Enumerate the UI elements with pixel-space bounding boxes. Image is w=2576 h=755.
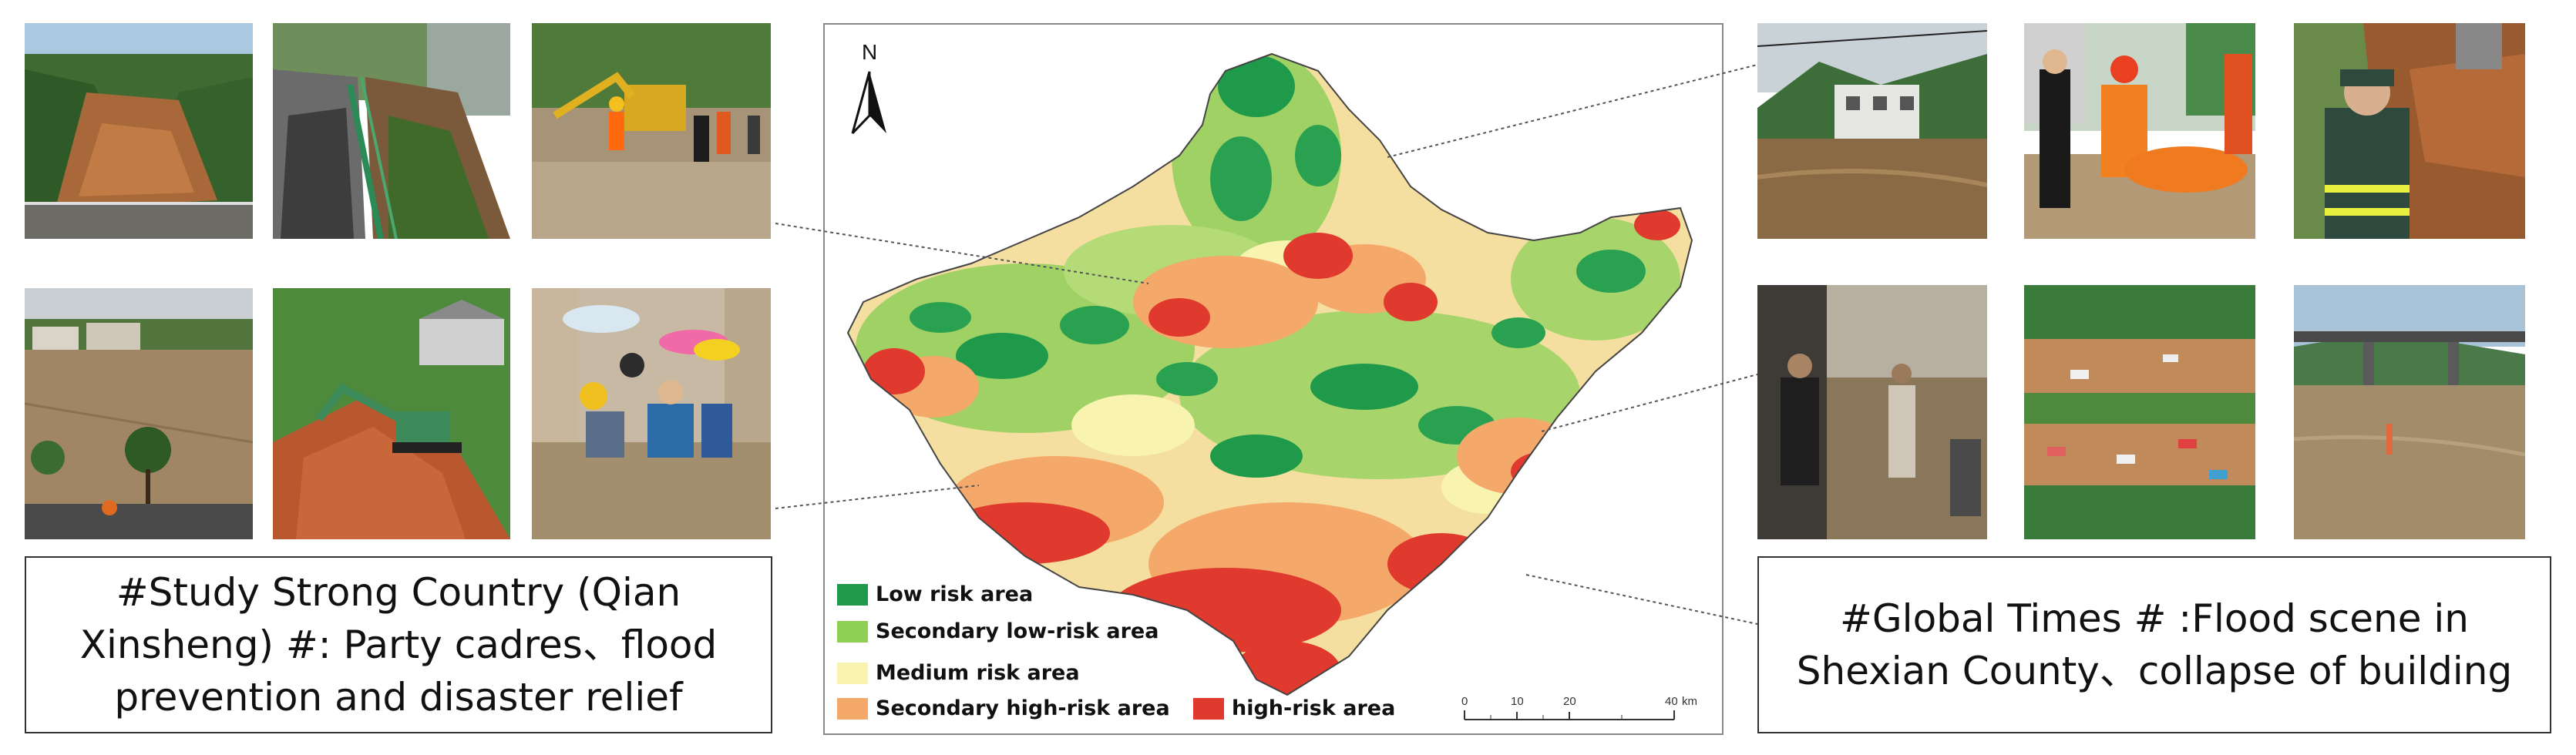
photo-flooded-street-people xyxy=(1757,285,1987,539)
photo-excavator-flood xyxy=(532,23,771,239)
risk-map-panel: N xyxy=(823,23,1723,735)
north-arrow-icon xyxy=(851,71,886,135)
left-caption-text: #Study Strong Country (Qian Xinsheng) #:… xyxy=(79,570,718,720)
legend-swatch-secondary-high xyxy=(837,697,868,720)
photo-flooded-bridge xyxy=(2294,285,2525,539)
scale-tick-20: 20 xyxy=(1563,695,1576,708)
scale-unit: km xyxy=(1682,695,1697,708)
scale-bar xyxy=(1464,710,1675,720)
photo-rescue-wading xyxy=(532,288,771,539)
photo-landslide-road xyxy=(25,23,253,239)
right-caption-box: #Global Times # :Flood scene in Shexian … xyxy=(1757,556,2551,733)
legend-secondary-low-risk: Secondary low-risk area xyxy=(837,619,1159,643)
legend-label-medium: Medium risk area xyxy=(876,661,1080,685)
right-caption-text: #Global Times # :Flood scene in Shexian … xyxy=(1796,596,2513,693)
legend-swatch-secondary-low xyxy=(837,620,868,643)
legend-secondary-high-risk: Secondary high-risk area xyxy=(837,696,1170,720)
legend-label-high: high-risk area xyxy=(1232,696,1396,720)
photo-flood-river-houses xyxy=(1757,23,1987,239)
legend-swatch-low xyxy=(837,583,868,606)
left-caption-box: #Study Strong Country (Qian Xinsheng) #:… xyxy=(25,556,772,733)
photo-rescue-boat xyxy=(2024,23,2255,239)
scale-tick-10: 10 xyxy=(1511,695,1524,708)
scale-tick-0: 0 xyxy=(1461,695,1468,708)
flood-risk-map xyxy=(846,52,1693,696)
legend-high-risk: high-risk area xyxy=(1193,696,1395,720)
legend-low-risk: Low risk area xyxy=(837,582,1033,606)
photo-flooded-town xyxy=(25,288,253,539)
legend-label-low: Low risk area xyxy=(876,582,1034,606)
legend-medium-risk: Medium risk area xyxy=(837,661,1080,685)
photo-traffic-police xyxy=(2294,23,2525,239)
scale-tick-40: 40 xyxy=(1665,695,1678,708)
north-label: N xyxy=(862,40,878,64)
photo-aerial-flood-road xyxy=(2024,285,2255,539)
legend-label-secondary-high: Secondary high-risk area xyxy=(876,696,1170,720)
photo-excavator-landslide xyxy=(273,288,510,539)
legend-swatch-medium xyxy=(837,662,868,684)
legend-swatch-high xyxy=(1193,697,1224,720)
photo-collapsed-road xyxy=(273,23,510,239)
legend-label-secondary-low: Secondary low-risk area xyxy=(876,619,1159,643)
